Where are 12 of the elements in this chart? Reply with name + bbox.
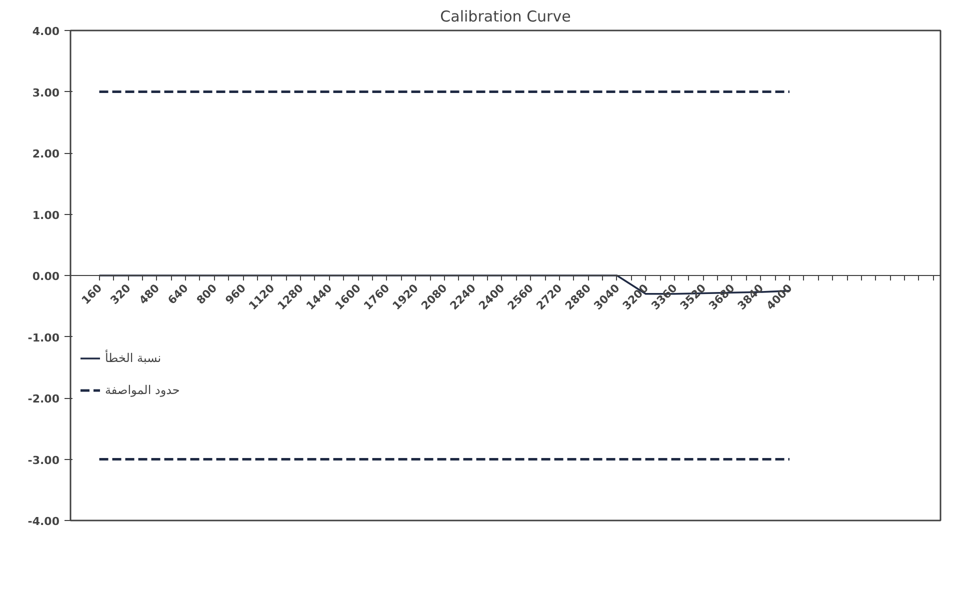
y-tick-label: -3.00 bbox=[28, 454, 60, 467]
y-tick-label: 1.00 bbox=[32, 208, 60, 222]
y-tick-label: -1.00 bbox=[28, 331, 60, 344]
y-tick-label: 3.00 bbox=[32, 86, 60, 100]
legend-label: حدود المواصفة bbox=[105, 383, 180, 397]
chart-title: Calibration Curve bbox=[440, 8, 571, 26]
y-tick-label: -2.00 bbox=[28, 392, 60, 406]
y-tick-label: -4.00 bbox=[28, 515, 60, 528]
y-tick-label: 4.00 bbox=[32, 25, 60, 38]
y-tick-label: 2.00 bbox=[32, 148, 60, 160]
legend-label: نسبة الخطأ bbox=[105, 351, 162, 365]
y-tick-label: 0.00 bbox=[32, 270, 60, 283]
